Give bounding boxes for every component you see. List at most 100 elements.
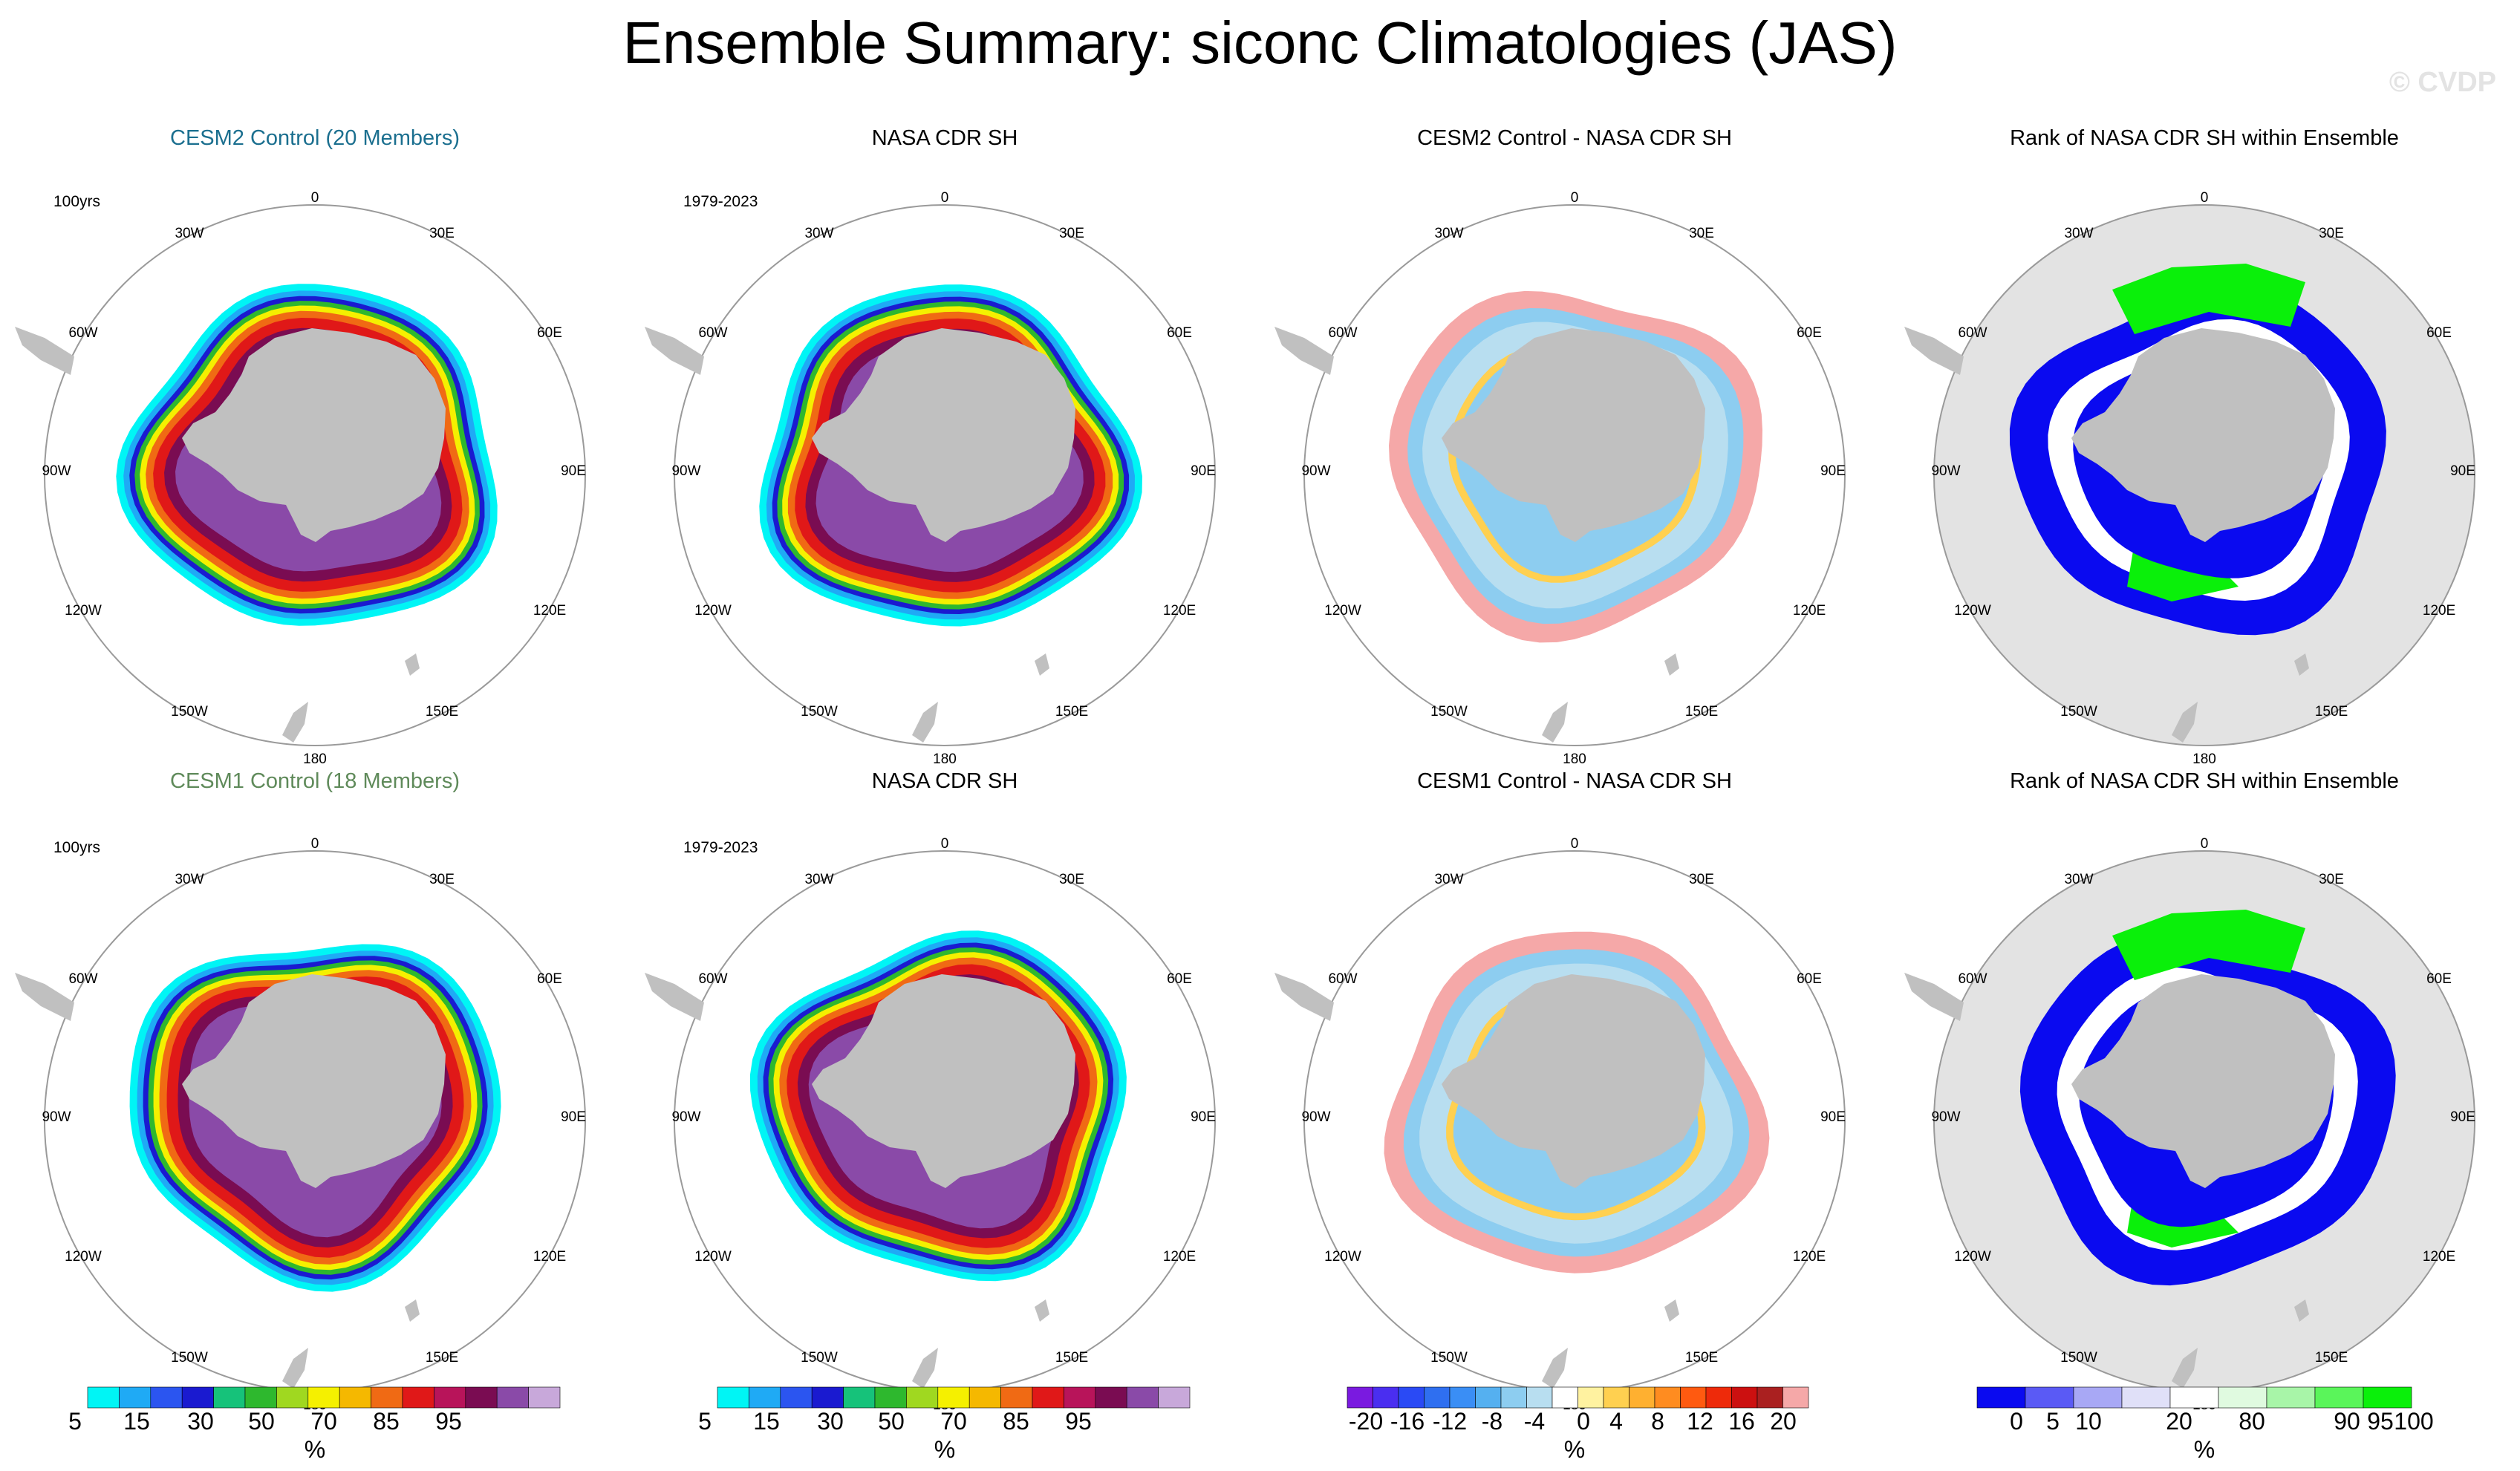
legend-tick-label: 15 xyxy=(123,1408,150,1435)
south-america-land xyxy=(645,973,704,1021)
legend-unit: % xyxy=(304,1436,326,1463)
tasmania-land xyxy=(405,1299,420,1322)
legend-siconc-2: 5 15 30 50 70 85 95 % xyxy=(630,1386,1260,1467)
map-panel: NASA CDR SH 1979-2023 0 180 30W 30E 60W 60E 90W 9… xyxy=(630,126,1260,772)
colorbar-swatch xyxy=(2169,1386,2219,1409)
legend-rank: 0 5 10 20 80 90 95 100 % xyxy=(1889,1386,2519,1467)
colorbar-swatch xyxy=(1398,1386,1425,1409)
longitude-label: 120E xyxy=(1793,603,1826,619)
legend-tick-label: 15 xyxy=(753,1408,780,1435)
legend-tick-label: 30 xyxy=(817,1408,844,1435)
period-label: 100yrs xyxy=(53,193,101,210)
longitude-label: 0 xyxy=(2201,190,2209,206)
new-zealand-land xyxy=(282,1348,308,1389)
legend-tick-label: 4 xyxy=(1609,1408,1623,1435)
colorbar-swatch xyxy=(717,1386,749,1409)
map-panel: CESM1 Control - NASA CDR SH 018030W30E60W… xyxy=(1260,769,1889,1418)
colorbar-swatch xyxy=(276,1386,309,1409)
longitude-label: 150E xyxy=(1685,1350,1718,1366)
legend-tick-label: 70 xyxy=(940,1408,967,1435)
longitude-label: 120W xyxy=(694,603,732,619)
south-america-land xyxy=(1904,327,1964,375)
panel-title: CESM2 Control (20 Members) xyxy=(170,126,460,150)
map-panel: CESM2 Control (20 Members) 100yrs 0 180 30W 3… xyxy=(0,126,630,772)
colorbar-swatch xyxy=(2218,1386,2267,1409)
longitude-label: 90E xyxy=(2450,463,2475,479)
colorbar-swatch xyxy=(2025,1386,2074,1409)
colorbar-swatch xyxy=(749,1386,781,1409)
colorbar-swatch xyxy=(1500,1386,1527,1409)
colorbar-swatch xyxy=(244,1386,277,1409)
legend-tick-label: 30 xyxy=(187,1408,214,1435)
colorbar-swatch xyxy=(874,1386,907,1409)
longitude-label: 150W xyxy=(801,704,838,720)
panel-title: CESM1 Control (18 Members) xyxy=(170,769,460,793)
longitude-label: 150W xyxy=(801,1350,838,1366)
longitude-label: 30W xyxy=(1434,872,1463,887)
tasmania-land xyxy=(2294,653,2309,676)
longitude-label: 60E xyxy=(1167,325,1192,341)
longitude-label: 150E xyxy=(1055,1350,1088,1366)
period-label: 100yrs xyxy=(53,839,101,856)
tasmania-land xyxy=(1035,1299,1049,1322)
longitude-label: 120W xyxy=(65,603,102,619)
legend-ticks: -20 -16 -12 -8 -4 0 4 8 12 16 20 xyxy=(1260,1408,1889,1438)
colorbar-swatch xyxy=(2363,1386,2412,1409)
colorbar-swatch xyxy=(2073,1386,2123,1409)
longitude-label: 150W xyxy=(171,704,208,720)
longitude-label: 120W xyxy=(1324,1249,1361,1265)
south-america-land xyxy=(15,973,74,1021)
longitude-label: 150W xyxy=(2060,1350,2097,1366)
colorbar-swatch xyxy=(1449,1386,1476,1409)
legend-tick-label: 10 xyxy=(2075,1408,2102,1435)
colorbar-swatch xyxy=(496,1386,529,1409)
colorbar-swatch xyxy=(371,1386,403,1409)
legend-ticks: 0 5 10 20 80 90 95 100 xyxy=(1889,1408,2519,1438)
antarctica-land xyxy=(182,974,446,1188)
longitude-label: 120W xyxy=(1324,603,1361,619)
antarctica-land xyxy=(812,974,1075,1188)
rank-field xyxy=(2112,910,2305,980)
legend-tick-label: -4 xyxy=(1523,1408,1546,1435)
new-zealand-land xyxy=(2172,1348,2198,1389)
panel-title: CESM1 Control - NASA CDR SH xyxy=(1417,769,1732,793)
colorbar-swatch xyxy=(1095,1386,1127,1409)
longitude-label: 30W xyxy=(804,872,833,887)
legend-tick-label: 5 xyxy=(2046,1408,2060,1435)
legend-tick-label: 5 xyxy=(698,1408,712,1435)
longitude-label: 60E xyxy=(537,971,562,987)
south-america-land xyxy=(15,327,74,375)
legend-unit: % xyxy=(1563,1436,1586,1463)
period-label: 1979-2023 xyxy=(683,839,758,856)
colorbar-swatch xyxy=(1552,1386,1578,1409)
longitude-label: 90E xyxy=(561,1109,586,1125)
colorbar-siconc-2 xyxy=(717,1386,1191,1409)
longitude-label: 0 xyxy=(941,190,949,206)
map-panel: Rank of NASA CDR SH within Ensemble01803… xyxy=(1889,769,2519,1418)
colorbar-swatch xyxy=(465,1386,498,1409)
longitude-label: 60E xyxy=(1797,971,1822,987)
colorbar-swatch xyxy=(1976,1386,2026,1409)
panel-title: Rank of NASA CDR SH within Ensemble xyxy=(2010,126,2399,150)
tasmania-land xyxy=(2294,1299,2309,1322)
longitude-label: 30E xyxy=(429,872,455,887)
legend-tick-label: 5 xyxy=(68,1408,82,1435)
colorbar-swatch xyxy=(1705,1386,1732,1409)
colorbar-swatch xyxy=(1526,1386,1553,1409)
colorbar-swatch xyxy=(1731,1386,1758,1409)
colorbar-swatch xyxy=(119,1386,152,1409)
longitude-label: 90W xyxy=(1931,1109,1960,1125)
legend-tick-label: 85 xyxy=(373,1408,400,1435)
longitude-label: 150W xyxy=(171,1350,208,1366)
longitude-label: 90E xyxy=(1191,463,1216,479)
longitude-label: 30W xyxy=(175,226,204,241)
longitude-label: 60W xyxy=(698,971,727,987)
longitude-label: 90W xyxy=(42,463,71,479)
longitude-label: 30E xyxy=(429,226,455,241)
